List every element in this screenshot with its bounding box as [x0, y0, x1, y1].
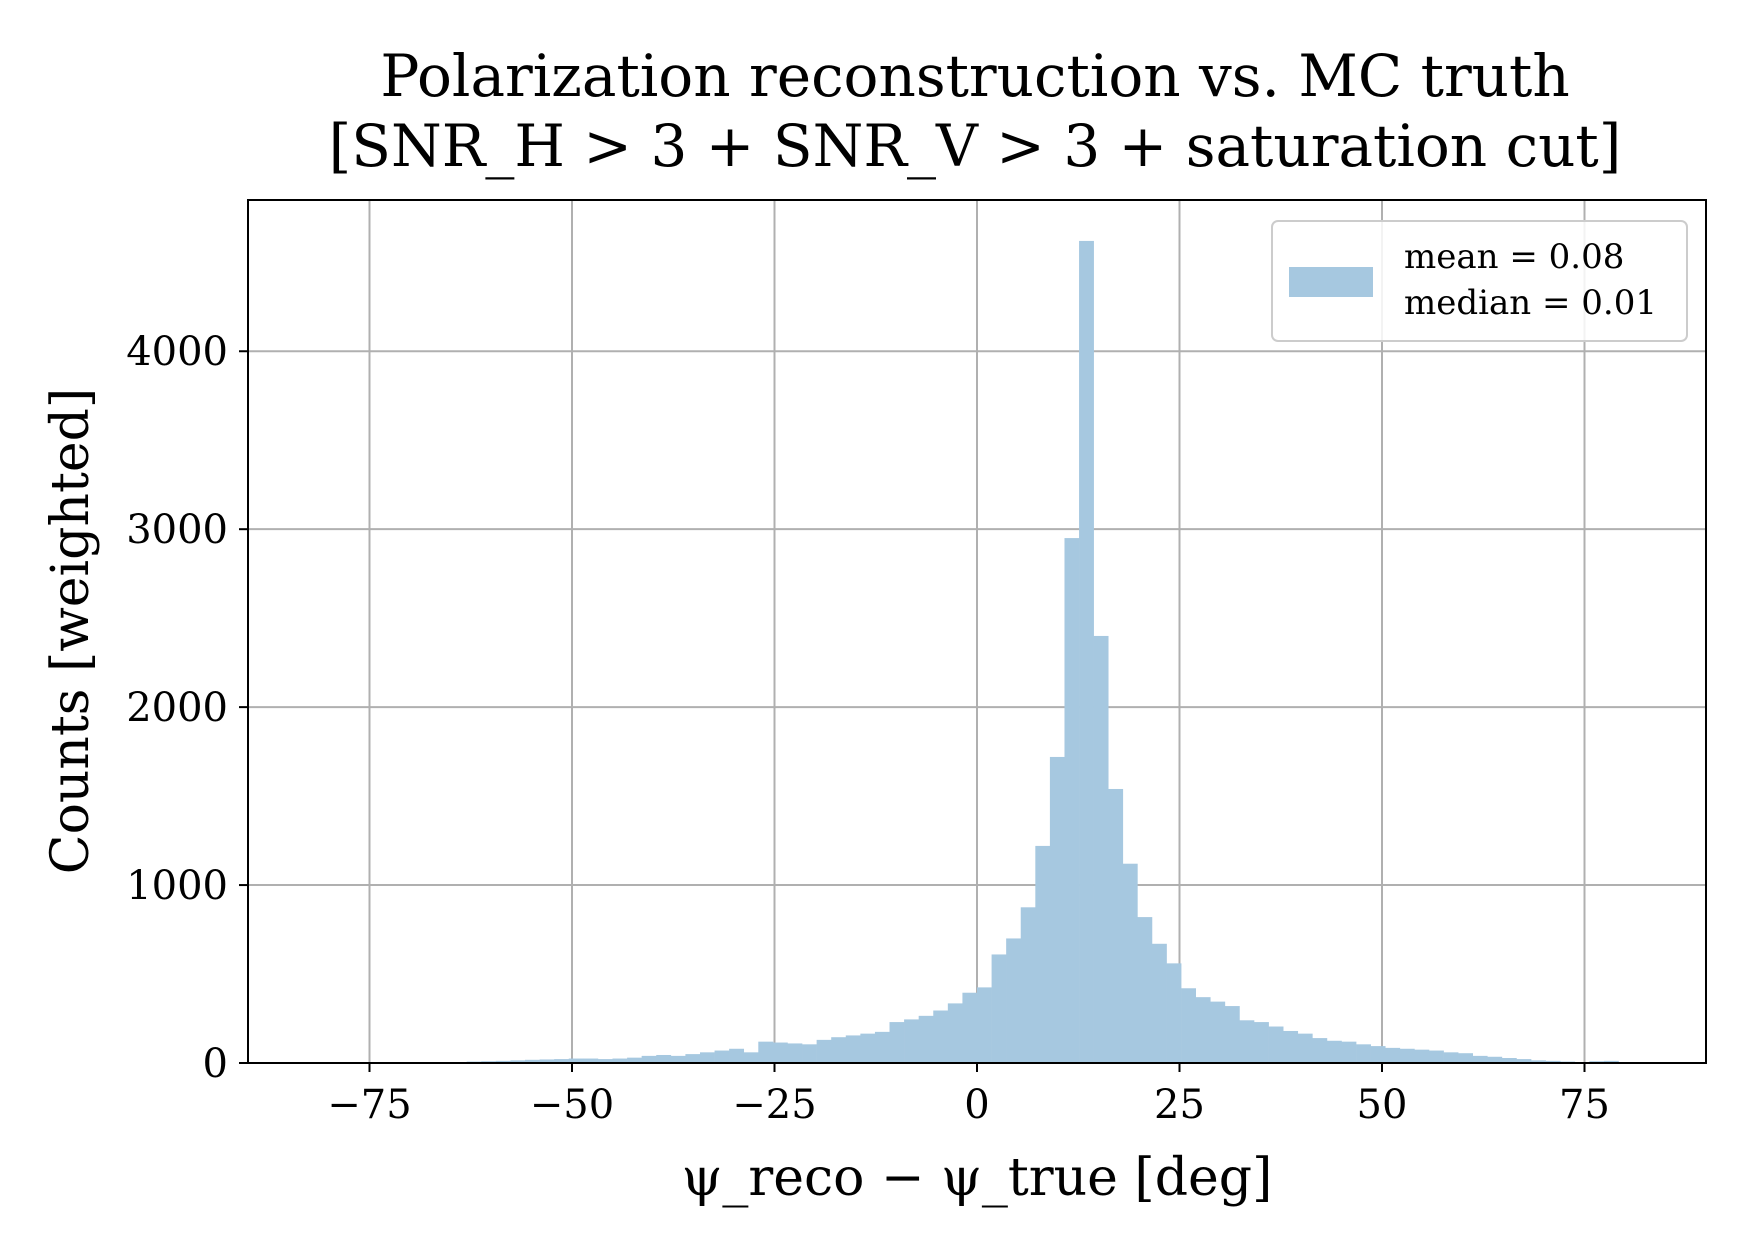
histogram-bar	[1297, 1033, 1313, 1063]
histogram-bar	[685, 1054, 701, 1063]
histogram-bar	[729, 1048, 745, 1063]
histogram-bar	[845, 1035, 861, 1063]
histogram-bar	[670, 1055, 686, 1063]
legend-entry-median: median = 0.01	[1404, 283, 1657, 323]
y-tick-label: 1000	[126, 863, 228, 909]
histogram-bar	[1020, 907, 1036, 1063]
histogram-bar	[1108, 788, 1124, 1063]
chart-title-line1: Polarization reconstruction vs. MC truth	[380, 42, 1569, 110]
histogram-bar	[1006, 938, 1022, 1063]
gridlines	[248, 200, 1706, 1064]
x-tick-label: 25	[1154, 1082, 1205, 1128]
y-axis-label: Counts [weighted]	[41, 388, 101, 874]
histogram-bar	[933, 1010, 949, 1063]
chart-title-line2: [SNR_H > 3 + SNR_V > 3 + saturation cut]	[329, 112, 1622, 180]
histogram-bar	[1035, 845, 1051, 1063]
x-tick-label: 75	[1559, 1082, 1610, 1128]
histogram-bar	[583, 1058, 599, 1063]
histogram-bar	[1239, 1020, 1255, 1063]
histogram-bar	[991, 954, 1007, 1063]
histogram-bar	[1458, 1053, 1474, 1063]
y-tick-label: 4000	[126, 329, 228, 375]
histogram-bar	[1501, 1058, 1517, 1063]
histogram-bar	[554, 1059, 570, 1063]
histogram-bar	[1326, 1040, 1342, 1063]
histogram-bar	[525, 1059, 540, 1063]
axis-ticks: −75 −50 −25 0 25 50 75 0 1000 2000 3000 4000	[126, 329, 1610, 1128]
y-tick-label: 3000	[126, 507, 228, 553]
x-tick-label: 0	[964, 1082, 989, 1128]
histogram-bar	[1122, 863, 1138, 1063]
x-axis-label: ψ_reco − ψ_true [deg]	[682, 1148, 1273, 1208]
histogram-bar	[612, 1058, 628, 1063]
histogram-bar	[787, 1043, 803, 1063]
legend: mean = 0.08 median = 0.01	[1271, 220, 1688, 342]
histogram-bar	[1166, 963, 1182, 1063]
histogram-bar	[1064, 538, 1080, 1063]
histogram-bars	[422, 240, 1663, 1063]
histogram-bar	[656, 1054, 672, 1063]
histogram-bar	[495, 1060, 511, 1063]
histogram-bar	[802, 1044, 817, 1063]
histogram-bar	[977, 987, 992, 1063]
histogram-bar	[627, 1057, 642, 1063]
histogram-bar	[1151, 943, 1167, 1063]
histogram-bar	[1370, 1046, 1386, 1063]
histogram-bar	[831, 1037, 847, 1063]
histogram-bar	[1531, 1060, 1546, 1063]
histogram-bar	[1545, 1060, 1561, 1063]
histogram-bar	[772, 1042, 788, 1063]
histogram-bar	[947, 1003, 963, 1063]
histogram-bar	[758, 1041, 774, 1063]
histogram-bar	[1603, 1060, 1619, 1063]
histogram-bar	[641, 1055, 657, 1063]
legend-box	[1271, 220, 1688, 342]
histogram-bar	[1472, 1055, 1488, 1063]
histogram-bar	[539, 1059, 555, 1063]
x-tick-label: −75	[327, 1082, 411, 1128]
x-tick-label: −25	[732, 1082, 816, 1128]
histogram-bar	[743, 1052, 759, 1063]
histogram-bar	[1487, 1056, 1503, 1063]
x-tick-label: 50	[1357, 1082, 1408, 1128]
histogram-bar	[1399, 1048, 1415, 1063]
histogram-bar	[714, 1050, 730, 1063]
histogram-bar	[568, 1058, 584, 1063]
legend-entry-mean: mean = 0.08	[1404, 237, 1624, 277]
histogram-bar	[1356, 1044, 1371, 1063]
histogram-bar	[860, 1033, 876, 1063]
legend-swatch	[1289, 267, 1373, 297]
histogram-bar	[1414, 1049, 1430, 1063]
histogram-bar	[1385, 1047, 1401, 1063]
histogram-bar	[1224, 1006, 1240, 1063]
histogram-bar	[1210, 1001, 1226, 1063]
histogram-bar	[1181, 988, 1196, 1063]
y-tick-label: 2000	[126, 685, 228, 731]
histogram-bar	[1283, 1030, 1299, 1063]
histogram-bar	[1312, 1038, 1328, 1063]
histogram-bar	[597, 1059, 613, 1063]
histogram-bar	[1195, 997, 1211, 1063]
histogram-bar	[918, 1015, 934, 1063]
histogram-bar	[1049, 756, 1065, 1063]
histogram-bar	[1443, 1052, 1459, 1063]
histogram-bar	[699, 1052, 715, 1063]
histogram-bar	[1254, 1022, 1269, 1063]
histogram-bar	[904, 1019, 919, 1063]
histogram-bar	[1428, 1050, 1444, 1063]
histogram-bar	[874, 1031, 890, 1063]
y-tick-label: 0	[203, 1041, 228, 1087]
histogram-bar	[889, 1022, 905, 1063]
histogram-bar	[962, 992, 978, 1063]
histogram-bar	[816, 1039, 832, 1063]
histogram-bar	[1341, 1041, 1357, 1063]
x-tick-label: −50	[530, 1082, 614, 1128]
histogram-bar	[510, 1060, 526, 1063]
histogram-bar	[1268, 1026, 1284, 1063]
histogram-bar	[1079, 240, 1094, 1063]
histogram-bar	[1137, 917, 1153, 1063]
histogram-bar	[1516, 1059, 1532, 1063]
histogram-bar	[1093, 635, 1109, 1063]
